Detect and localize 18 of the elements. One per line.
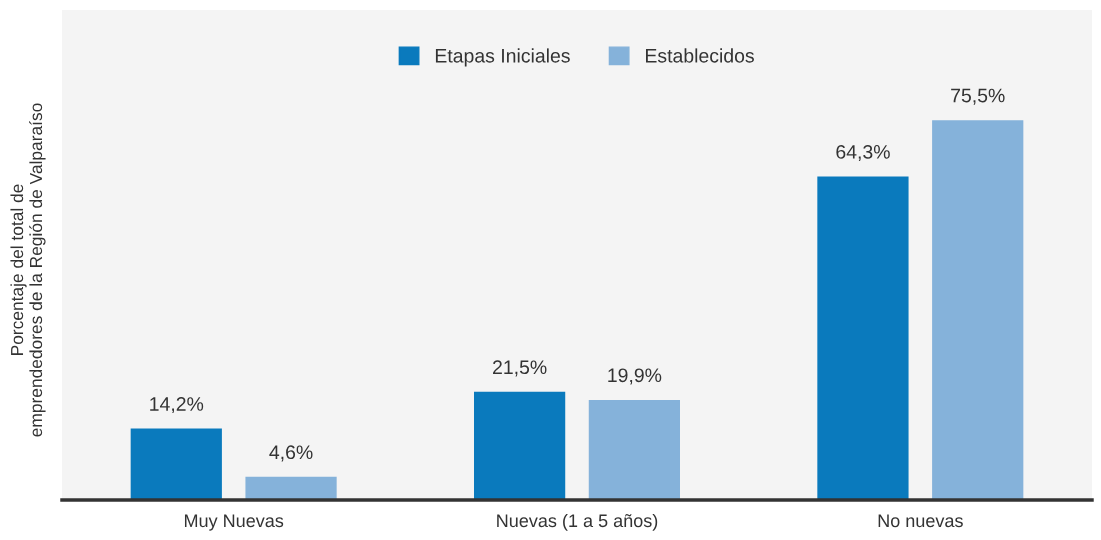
legend-label: Establecidos [646, 48, 754, 63]
bar [474, 391, 566, 500]
data-label: 64,3% [836, 145, 890, 162]
y-axis-title: Porcentaje del total de emprendedores de la Región de Valparaíso [10, 103, 46, 437]
data-label: 75,5% [951, 88, 1005, 105]
data-label: 4,6% [269, 445, 313, 462]
x-tick-label: No nuevas [878, 514, 963, 528]
bar [245, 476, 337, 500]
bar [130, 428, 222, 500]
legend-label: Etapas Iniciales [435, 48, 570, 67]
bar [817, 176, 909, 500]
x-tick-label: Nuevas (1 a 5 años) [497, 513, 658, 531]
data-label: 21,5% [493, 360, 547, 377]
x-tick-label: Muy Nuevas [184, 514, 284, 531]
data-label: 19,9% [608, 368, 662, 385]
bar [588, 399, 680, 500]
data-label: 14,2% [150, 397, 204, 414]
bar [932, 120, 1024, 500]
